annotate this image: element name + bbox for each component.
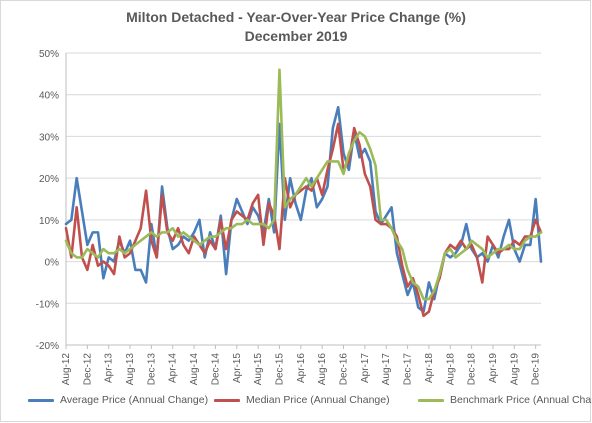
y-tick-label: 0% (45, 258, 60, 269)
series-line-3 (64, 68, 543, 301)
x-tick-label: Apr-15 (232, 353, 243, 383)
x-tick-label: Aug-12 (61, 353, 72, 386)
y-tick-label: 50% (39, 49, 59, 60)
legend-swatch (28, 398, 54, 402)
x-tick-label: Aug-19 (509, 353, 520, 386)
x-tick-label: Dec-15 (274, 353, 285, 386)
x-tick-label: Dec-13 (146, 353, 157, 386)
x-tick-label: Apr-13 (104, 353, 115, 383)
chart-title-block: Milton Detached - Year-Over-Year Price C… (0, 8, 592, 46)
chart-subtitle: December 2019 (244, 28, 348, 44)
chart-legend: Average Price (Annual Change) Median Pric… (0, 394, 592, 414)
x-tick-label: Dec-14 (210, 353, 221, 386)
legend-label: Average Price (Annual Change) (60, 394, 209, 406)
legend-swatch (418, 398, 444, 402)
y-tick-label: 10% (39, 216, 59, 227)
axes (65, 53, 541, 349)
x-tick-label: Dec-19 (531, 353, 542, 386)
x-tick-label: Apr-14 (168, 353, 179, 383)
legend-item: Benchmark Price (Annual Change) (418, 394, 592, 406)
legend-item: Median Price (Annual Change) (214, 394, 390, 406)
x-tick-label: Aug-15 (253, 353, 264, 386)
x-tick-label: Aug-14 (189, 353, 200, 386)
y-tick-label: -20% (36, 341, 59, 352)
y-tick-label: 40% (39, 91, 59, 102)
chart-title: Milton Detached - Year-Over-Year Price C… (126, 9, 466, 25)
x-tick-label: Apr-18 (424, 353, 435, 383)
x-tick-label: Dec-18 (467, 353, 478, 386)
series-line-1 (64, 105, 543, 313)
y-tick-label: -10% (36, 299, 59, 310)
x-tick-label: Apr-17 (360, 353, 371, 383)
legend-item: Average Price (Annual Change) (28, 394, 208, 406)
x-tick-label: Aug-18 (445, 353, 456, 386)
x-tick-label: Dec-12 (82, 353, 93, 386)
y-tick-label: 30% (39, 132, 59, 143)
series-line-2 (64, 122, 543, 318)
x-tick-label: Apr-16 (296, 353, 307, 383)
x-tick-label: Apr-19 (488, 353, 499, 383)
y-tick-label: 20% (39, 174, 59, 185)
legend-label: Median Price (Annual Change) (246, 394, 390, 406)
legend-swatch (214, 398, 240, 402)
x-tick-label: Dec-17 (403, 353, 414, 386)
x-tick-label: Aug-17 (381, 353, 392, 386)
x-tick-label: Dec-16 (339, 353, 350, 386)
series-lines (64, 68, 543, 318)
tick-labels: 50% 40% 30% 20% 10% 0% -10% -20%Aug-12 Dec-12 Apr… (36, 49, 542, 385)
x-tick-label: Aug-13 (125, 353, 136, 386)
gridlines (66, 52, 541, 346)
x-tick-label: Aug-16 (317, 353, 328, 386)
legend-label: Benchmark Price (Annual Change) (450, 394, 592, 406)
